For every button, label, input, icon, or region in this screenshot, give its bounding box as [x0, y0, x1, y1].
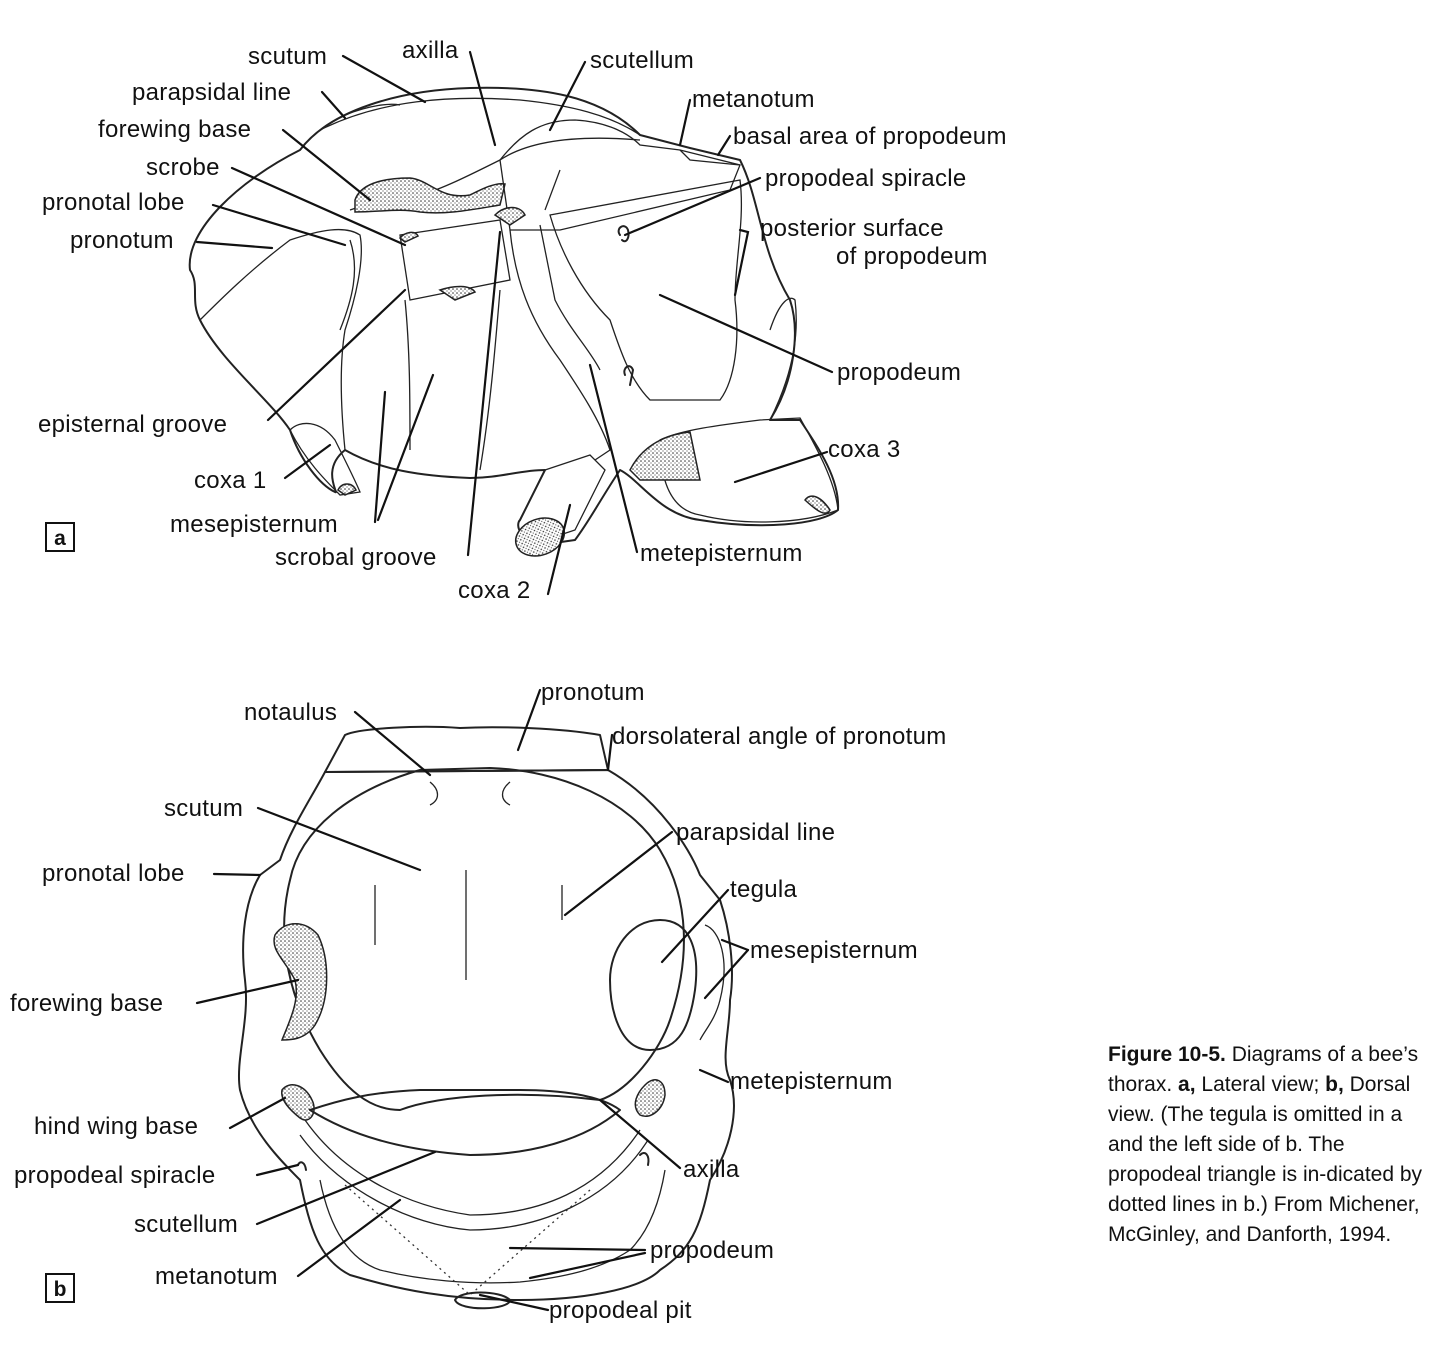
caption-figure-label: Figure 10-5. [1108, 1043, 1226, 1066]
label-b-pronotum: pronotum [541, 679, 645, 706]
label-a-propodeal-spiracle: propodeal spiracle [765, 165, 967, 192]
label-a-propodeum: propodeum [837, 359, 962, 386]
label-b-forewing-base: forewing base [10, 990, 164, 1017]
caption-b-text: Dorsal view. (The tegula is omitted in a… [1108, 1073, 1423, 1246]
figure-caption: Figure 10-5. Diagrams of a bee’s thorax.… [1108, 1040, 1438, 1250]
label-a-pronotal-lobe: pronotal lobe [42, 189, 185, 216]
panel-a-tag: a [45, 522, 75, 552]
label-b-dorsolateral-angle: dorsolateral angle of pronotum [612, 723, 947, 750]
label-b-metanotum: metanotum [155, 1263, 278, 1290]
label-a-coxa1: coxa 1 [194, 467, 267, 494]
label-b-propodeal-pit: propodeal pit [549, 1297, 692, 1324]
lateral-leader-lines [195, 50, 834, 596]
label-a-metepisternum: metepisternum [640, 540, 803, 567]
label-b-propodeal-spiracle: propodeal spiracle [14, 1162, 216, 1189]
caption-intro: Diagrams of a bee’s thorax. [1108, 1043, 1419, 1096]
label-b-tegula: tegula [730, 876, 798, 903]
label-b-scutum: scutum [164, 795, 244, 822]
caption-a-label: a, [1178, 1073, 1196, 1096]
label-a-axilla: axilla [402, 37, 459, 64]
label-b-notaulus: notaulus [244, 699, 338, 726]
label-a-metanotum: metanotum [692, 86, 815, 113]
label-a-coxa3: coxa 3 [828, 436, 901, 463]
label-b-mesepisternum: mesepisternum [750, 937, 918, 964]
label-a-posterior-surface-2: of propodeum [836, 243, 988, 270]
panel-b-tag: b [45, 1273, 75, 1303]
caption-a-text: Lateral view; [1195, 1073, 1326, 1096]
label-a-parapsidal-line: parapsidal line [132, 79, 292, 106]
label-a-scutum: scutum [248, 43, 328, 70]
label-a-forewing-base: forewing base [98, 116, 252, 143]
label-b-propodeum: propodeum [650, 1237, 775, 1264]
label-a-scrobe: scrobe [146, 154, 220, 181]
label-b-hind-wing-base: hind wing base [34, 1113, 199, 1140]
label-a-basal-area: basal area of propodeum [733, 123, 1007, 150]
label-a-coxa2: coxa 2 [458, 577, 531, 604]
dorsal-thorax-drawing [238, 725, 735, 1310]
label-a-mesepisternum: mesepisternum [170, 511, 338, 538]
label-a-scrobal-groove: scrobal groove [275, 544, 437, 571]
label-b-metepisternum: metepisternum [730, 1068, 893, 1095]
label-a-scutellum: scutellum [590, 47, 695, 74]
label-b-parapsidal-line: parapsidal line [676, 819, 836, 846]
label-b-pronotal-lobe: pronotal lobe [42, 860, 185, 887]
label-b-scutellum: scutellum [134, 1211, 239, 1238]
label-a-episternal-groove: episternal groove [38, 411, 228, 438]
label-b-axilla: axilla [683, 1156, 740, 1183]
label-a-pronotum: pronotum [70, 227, 174, 254]
label-a-posterior-surface: posterior surface [760, 215, 944, 242]
caption-b-label: b, [1325, 1073, 1344, 1096]
lateral-thorax-drawing [188, 86, 840, 557]
dorsal-leader-lines [195, 688, 750, 1312]
